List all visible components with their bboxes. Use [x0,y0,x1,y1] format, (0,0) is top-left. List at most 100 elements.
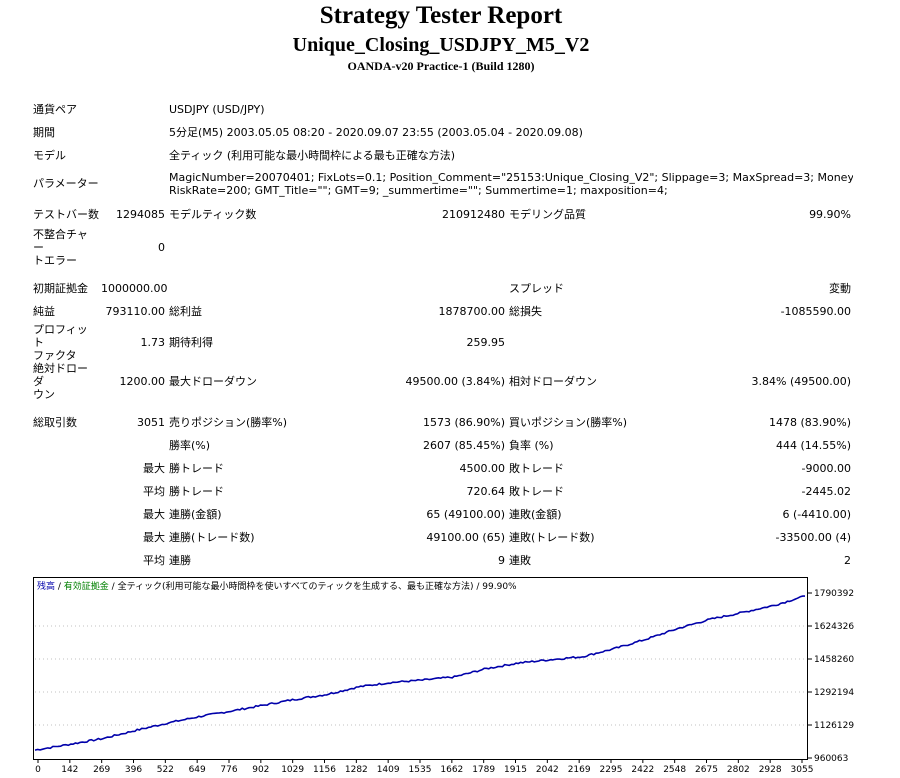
y-tick-label: 1458260 [814,655,854,665]
x-tick-label: 2295 [600,765,623,775]
largest-win-value: 4500.00 [459,462,506,475]
x-tick-label: 1789 [472,765,495,775]
x-tick-label: 902 [252,765,269,775]
row-mismatch: 不整合チャー トエラー 0 [31,228,853,267]
mismatch-label-line-1: 不整合チャー [33,228,88,254]
average-loss-value: -2445.02 [801,485,852,498]
legend-sep-3: / [474,582,483,592]
x-tick-label: 1409 [377,765,400,775]
abs-dd-label-line-2: ウン [33,388,55,401]
legend-model: 全ティック(利用可能な最小時間枠を使いすべてのティックを生成する、最も正確な方法… [118,580,474,592]
consec-losses-cnt-value: -33500.00 (4) [775,531,852,544]
consec-wins-cnt-label: 連勝(トレード数) [169,531,255,544]
consec-wins-cnt-value: 49100.00 (65) [426,531,505,544]
average-win-value: 720.64 [466,485,506,498]
x-tick-label: 1915 [504,765,527,775]
spread-label: スプレッド [509,281,564,295]
abs-dd-label: 絶対ドローダ ウン [31,362,99,401]
gross-loss-label: 総損失 [509,304,542,318]
report-table: 通貨ペア USDJPY (USD/JPY) 期間 5分足(M5) 2003.05… [31,98,853,572]
row-drawdown: 絶対ドローダ ウン 1200.00 最大ドローダウン 49500.00 (3.8… [31,362,853,401]
consec-wins-amt-label: 連勝(金額) [169,508,222,521]
deposit-value: 1000000.00 [101,281,167,295]
symbol-label: 通貨ペア [33,103,77,116]
abs-dd-label-line-1: 絶対ドローダ [33,362,88,388]
row-symbol: 通貨ペア USDJPY (USD/JPY) [31,98,853,121]
symbol-value: USDJPY (USD/JPY) [169,103,265,116]
average-label: 平均 [143,485,165,498]
consec-wins-amt-value: 65 (49100.00) [426,508,505,521]
params-line-1: MagicNumber=20070401; FixLots=0.1; Posit… [169,170,854,184]
max-dd-value: 49500.00 (3.84%) [405,375,505,388]
x-tick-label: 522 [157,765,174,775]
quality-label: モデリング品質 [509,207,586,221]
y-tick-label: 1292194 [814,688,854,698]
consec-losses-amt-value: 6 (-4410.00) [782,508,852,521]
net-label: 純益 [33,304,55,318]
x-tick-label: 3055 [791,765,814,775]
max-dd-label: 最大ドローダウン [169,375,257,388]
legend-sep-1: / [55,582,64,592]
avg-consec-wins-label: 連勝 [169,554,191,567]
pf-label: プロフィット ファクタ [31,323,99,362]
rel-dd-label: 相対ドローダウン [509,375,597,388]
win-rate-value: 2607 (85.45%) [422,439,505,452]
model-value: 全ティック (利用可能な最小時間枠による最も正確な方法) [169,149,456,162]
model-label: モデル [33,149,66,162]
long-label: 買いポジション(勝率%) [509,416,628,429]
row-avg-consec: 平均 連勝 9 連敗 2 [31,549,853,572]
consec-amount-label: 最大 [143,508,165,521]
largest-label: 最大 [143,462,165,475]
row-win-rate: 勝率(%) 2607 (85.45%) 負率 (%) 444 (14.55%) [31,434,853,457]
x-tick-label: 776 [220,765,237,775]
average-loss-label: 敗トレード [509,485,564,498]
quality-value: 99.90% [809,207,852,221]
row-average: 平均 勝トレード 720.64 敗トレード -2445.02 [31,480,853,503]
params-label: パラメーター [33,177,99,190]
rel-dd-value: 3.84% (49500.00) [751,375,852,388]
pf-value: 1.73 [140,336,166,349]
ticks-value: 210912480 [442,207,505,221]
y-axis-ticks: 1790392 1624326 1458260 1292194 1126129 96006… [808,589,854,764]
x-axis-ticks: 0 142 269 396 522 649 776 902 1029 1156 1282 1409 15… [35,760,813,775]
legend-sep-2: / [109,582,118,592]
avg-consec-wins-value: 9 [498,554,505,567]
gross-profit-value: 1878700.00 [438,304,505,318]
average-win-label: 勝トレード [169,485,224,498]
period-value: 5分足(M5) 2003.05.05 08:20 - 2020.09.07 23… [169,126,583,139]
row-period: 期間 5分足(M5) 2003.05.05 08:20 - 2020.09.07… [31,121,853,144]
expected-label: 期待利得 [169,336,213,349]
gross-loss-value: -1085590.00 [780,304,852,318]
x-tick-label: 2548 [663,765,686,775]
largest-loss-value: -9000.00 [801,462,852,475]
mismatch-label-line-2: トエラー [33,254,77,267]
short-value: 1573 (86.90%) [422,416,505,429]
y-tick-label: 1624326 [814,622,854,632]
period-label: 期間 [33,126,55,139]
params-line-2: RiskRate=200; GMT_Title=""; GMT=9; _summ… [169,183,668,197]
x-tick-label: 2928 [759,765,782,775]
x-tick-label: 142 [61,765,78,775]
x-tick-label: 2802 [727,765,750,775]
row-consec-amount: 最大 連勝(金額) 65 (49100.00) 連敗(金額) 6 (-4410.… [31,503,853,526]
row-consec-count: 最大 連勝(トレード数) 49100.00 (65) 連敗(トレード数) -33… [31,526,853,549]
row-parameters: パラメーター MagicNumber=20070401; FixLots=0.1… [31,167,853,200]
win-rate-label: 勝率(%) [169,439,211,452]
y-tick-label: 960063 [814,754,848,764]
short-label: 売りポジション(勝率%) [169,416,288,429]
x-tick-label: 1535 [409,765,432,775]
consec-count-label: 最大 [143,531,165,544]
x-tick-label: 396 [125,765,142,775]
net-value: 793110.00 [105,304,166,318]
x-tick-label: 1282 [345,765,368,775]
bars-value: 1294085 [116,207,165,221]
total-trades-label: 総取引数 [33,416,77,429]
legend-quality: 99.90% [482,582,517,592]
x-tick-label: 1662 [440,765,463,775]
total-trades-value: 3051 [137,416,165,429]
x-tick-label: 649 [189,765,206,775]
mismatch-label: 不整合チャー トエラー [31,228,99,267]
chart-frame [33,577,808,760]
x-tick-label: 2675 [695,765,718,775]
x-tick-label: 2042 [536,765,559,775]
